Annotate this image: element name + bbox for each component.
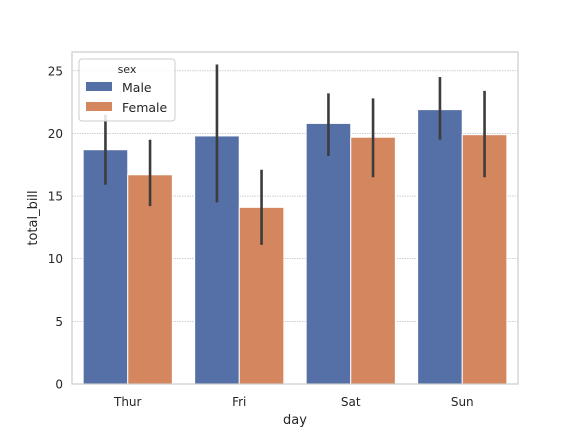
legend-swatch-female bbox=[86, 102, 112, 111]
bar-male-sun bbox=[417, 109, 463, 385]
x-tick-label: Thur bbox=[113, 395, 142, 409]
bars bbox=[82, 109, 508, 385]
y-tick-labels: 0 5 10 15 20 25 bbox=[48, 64, 63, 391]
y-tick-label: 15 bbox=[48, 190, 63, 204]
y-tick-label: 0 bbox=[55, 378, 63, 392]
y-tick-label: 20 bbox=[48, 127, 63, 141]
y-tick-label: 25 bbox=[48, 64, 63, 78]
x-tick-label: Sun bbox=[451, 395, 474, 409]
bar-male-thur bbox=[82, 149, 129, 385]
plot-frame bbox=[71, 51, 519, 385]
x-tick-label: Sat bbox=[341, 395, 361, 409]
bar-male-sat bbox=[305, 122, 352, 385]
legend: sex Male Female bbox=[78, 58, 176, 122]
x-tick-labels: Thur Fri Sat Sun bbox=[113, 395, 474, 409]
legend-title: sex bbox=[118, 63, 137, 76]
x-tick-label: Fri bbox=[232, 395, 246, 409]
legend-label-female: Female bbox=[122, 100, 168, 115]
legend-label-male: Male bbox=[122, 80, 152, 95]
legend-swatch-male bbox=[86, 82, 112, 91]
bar-female-thur bbox=[127, 174, 173, 385]
y-axis-title: total_bill bbox=[26, 190, 41, 245]
y-tick-label: 10 bbox=[48, 252, 63, 266]
bar-female-sat bbox=[350, 136, 396, 385]
error-bars bbox=[104, 64, 486, 245]
y-tick-label: 5 bbox=[55, 315, 63, 329]
x-axis-title: day bbox=[283, 413, 307, 428]
